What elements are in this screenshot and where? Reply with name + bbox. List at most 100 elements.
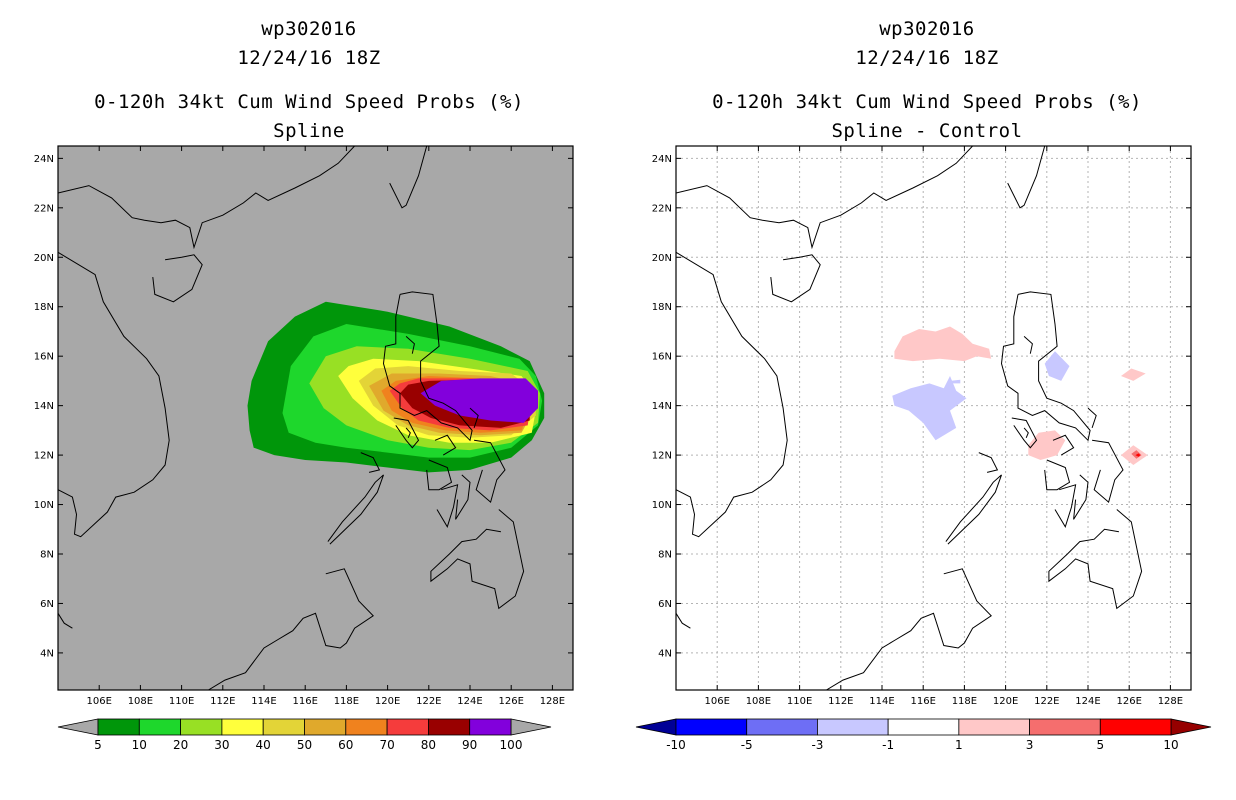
colorbar-over-arrow <box>1170 718 1212 736</box>
coastline <box>826 568 992 690</box>
colorbar-label: 3 <box>1026 738 1034 752</box>
colorbar-swatch <box>138 718 182 736</box>
coastline <box>405 427 411 438</box>
subtitle: Spline <box>273 120 345 142</box>
colorbar-swatch <box>675 718 748 736</box>
contour-level-minus-1 <box>1044 351 1070 381</box>
difference-panel: wp302016 12/24/16 18Z 0-120h 34kt Cum Wi… <box>618 0 1236 800</box>
longitude-label: 128E <box>1158 696 1183 707</box>
coastline <box>436 484 459 529</box>
coastline <box>1011 417 1038 449</box>
longitude-label: 128E <box>540 696 565 707</box>
coastline <box>1087 407 1097 429</box>
colorbar-over-arrow <box>510 718 552 736</box>
colorbar-label: -1 <box>882 738 894 752</box>
colorbar-label: 20 <box>173 738 188 752</box>
coastline <box>1054 484 1077 529</box>
coastline <box>393 417 420 449</box>
latitude-label: 24N <box>34 154 54 165</box>
colorbar-label: 90 <box>462 738 477 752</box>
longitude-label: 116E <box>910 696 935 707</box>
latitude-label: 12N <box>652 451 672 462</box>
coastline <box>1052 434 1075 456</box>
colorbar-swatch <box>427 718 471 736</box>
colorbar-swatch <box>958 718 1030 736</box>
longitude-label: 114E <box>869 696 894 707</box>
latitude-label: 22N <box>34 203 54 214</box>
longitude-label: 114E <box>251 696 276 707</box>
coastline <box>1023 427 1029 438</box>
colorbar-swatch <box>304 718 347 736</box>
colorbar-label: 5 <box>94 738 102 752</box>
colorbar-label: 100 <box>500 738 523 752</box>
latitude-label: 18N <box>652 302 672 313</box>
longitude-label: 106E <box>86 696 111 707</box>
latitude-label: 16N <box>34 352 54 363</box>
map-plot: 106E 108E 110E 112E 114E 116E 118E 120E 122E 124E… <box>34 145 574 752</box>
contour-level-1 <box>894 326 992 362</box>
coastline <box>426 459 453 491</box>
latitude-label: 10N <box>34 500 54 511</box>
colorbar-label: -3 <box>811 738 823 752</box>
contour-level-1 <box>1121 368 1146 381</box>
coastline <box>58 146 355 250</box>
storm-id-title: wp302016 <box>879 18 975 40</box>
coastline <box>1007 146 1046 209</box>
coastline <box>1073 474 1089 520</box>
latitude-label: 24N <box>652 154 672 165</box>
latitude-label: 18N <box>34 302 54 313</box>
longitude-label: 124E <box>457 696 482 707</box>
coastline <box>434 434 457 456</box>
colorbar-swatch <box>817 718 889 736</box>
longitude-label: 112E <box>210 696 235 707</box>
coastline <box>455 474 471 520</box>
coastline <box>208 568 374 690</box>
coastline <box>152 254 203 303</box>
coastline <box>430 509 525 610</box>
datetime-title: 12/24/16 18Z <box>855 47 999 69</box>
colorbar-label: 50 <box>297 738 312 752</box>
coastline <box>676 251 788 538</box>
coastline <box>382 291 473 442</box>
longitude-label: 120E <box>375 696 400 707</box>
contour-level-minus-1 <box>950 379 961 384</box>
longitude-label: 122E <box>416 696 441 707</box>
coastline <box>469 407 479 429</box>
latitude-label: 22N <box>652 203 672 214</box>
coastline <box>405 336 415 354</box>
colorbar-label: 80 <box>421 738 436 752</box>
product-title: 0-120h 34kt Cum Wind Speed Probs (%) <box>94 91 524 113</box>
coastline <box>58 251 170 538</box>
colorbar-swatch <box>1099 718 1172 736</box>
colorbar-swatch <box>1029 718 1101 736</box>
latitude-label: 20N <box>34 253 54 264</box>
coastline <box>327 474 384 545</box>
latitude-label: 6N <box>40 599 54 610</box>
longitude-label: 112E <box>828 696 853 707</box>
colorbar-label: 70 <box>379 738 394 752</box>
coastline <box>1000 291 1091 442</box>
colorbar-swatch <box>469 718 512 736</box>
longitude-label: 124E <box>1075 696 1100 707</box>
latitude-label: 14N <box>34 401 54 412</box>
colorbar-label: -10 <box>666 738 686 752</box>
colorbar-swatch <box>262 718 305 736</box>
map-frame <box>57 145 574 691</box>
datetime-title: 12/24/16 18Z <box>237 47 381 69</box>
longitude-label: 108E <box>128 696 153 707</box>
coastline <box>676 146 973 250</box>
latitude-label: 12N <box>34 451 54 462</box>
colorbar-label: 40 <box>256 738 271 752</box>
contour-level-3 <box>1131 450 1142 459</box>
latitude-label: 8N <box>658 550 672 561</box>
latitude-label: 8N <box>40 550 54 561</box>
coastline <box>474 439 506 503</box>
coastline <box>676 613 691 629</box>
latitude-label: 6N <box>658 599 672 610</box>
latitude-label: 4N <box>658 648 672 659</box>
longitude-label: 126E <box>498 696 523 707</box>
colorbar-swatch <box>180 718 223 736</box>
coastline <box>1048 509 1143 610</box>
product-title: 0-120h 34kt Cum Wind Speed Probs (%) <box>712 91 1142 113</box>
longitude-label: 110E <box>787 696 812 707</box>
